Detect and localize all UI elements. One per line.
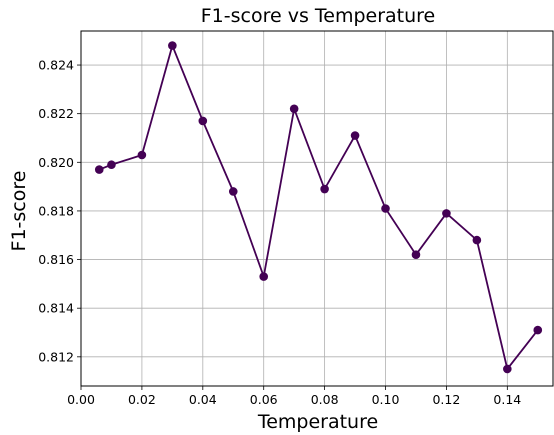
y-tick-label: 0.812 xyxy=(38,349,74,364)
y-tick-label: 0.814 xyxy=(38,301,74,316)
data-point xyxy=(198,116,208,126)
data-point xyxy=(259,272,269,281)
chart-title: F1-score vs Temperature xyxy=(201,5,436,27)
data-point xyxy=(228,187,238,196)
data-point xyxy=(168,41,177,50)
y-tick-label: 0.820 xyxy=(38,155,74,170)
plot-area xyxy=(80,30,554,387)
x-tick-label: 0.02 xyxy=(128,392,156,407)
x-tick-label: 0.00 xyxy=(67,392,95,407)
series xyxy=(94,41,543,374)
x-tick-label: 0.14 xyxy=(493,392,521,407)
y-tick-label: 0.824 xyxy=(38,58,74,73)
data-point xyxy=(350,131,360,140)
data-point xyxy=(289,104,299,114)
x-tick-label: 0.04 xyxy=(189,392,217,407)
grid xyxy=(80,31,553,386)
data-point xyxy=(442,209,451,218)
y-tick-label: 0.822 xyxy=(38,106,74,121)
y-axis-label: F1-score xyxy=(8,171,30,252)
data-point xyxy=(137,150,147,160)
data-point xyxy=(94,165,104,174)
data-point xyxy=(107,160,116,170)
series-line xyxy=(98,42,539,372)
x-tick-label: 0.10 xyxy=(372,392,400,407)
data-point xyxy=(381,204,390,213)
x-tick-label: 0.12 xyxy=(432,392,460,407)
data-point xyxy=(503,364,512,374)
data-point xyxy=(320,184,329,194)
axis-ticks: 0.00 0.02 0.04 0.06 0.08 0.10 0.12 0.14 0.812 0.8… xyxy=(38,58,521,407)
x-axis-label: Temperature xyxy=(257,411,378,433)
data-point xyxy=(411,250,421,259)
data-point xyxy=(533,325,543,335)
y-tick-label: 0.816 xyxy=(38,252,74,267)
y-tick-label: 0.818 xyxy=(38,203,74,218)
x-tick-label: 0.08 xyxy=(311,392,339,407)
data-point xyxy=(472,235,482,245)
x-tick-label: 0.06 xyxy=(250,392,278,407)
